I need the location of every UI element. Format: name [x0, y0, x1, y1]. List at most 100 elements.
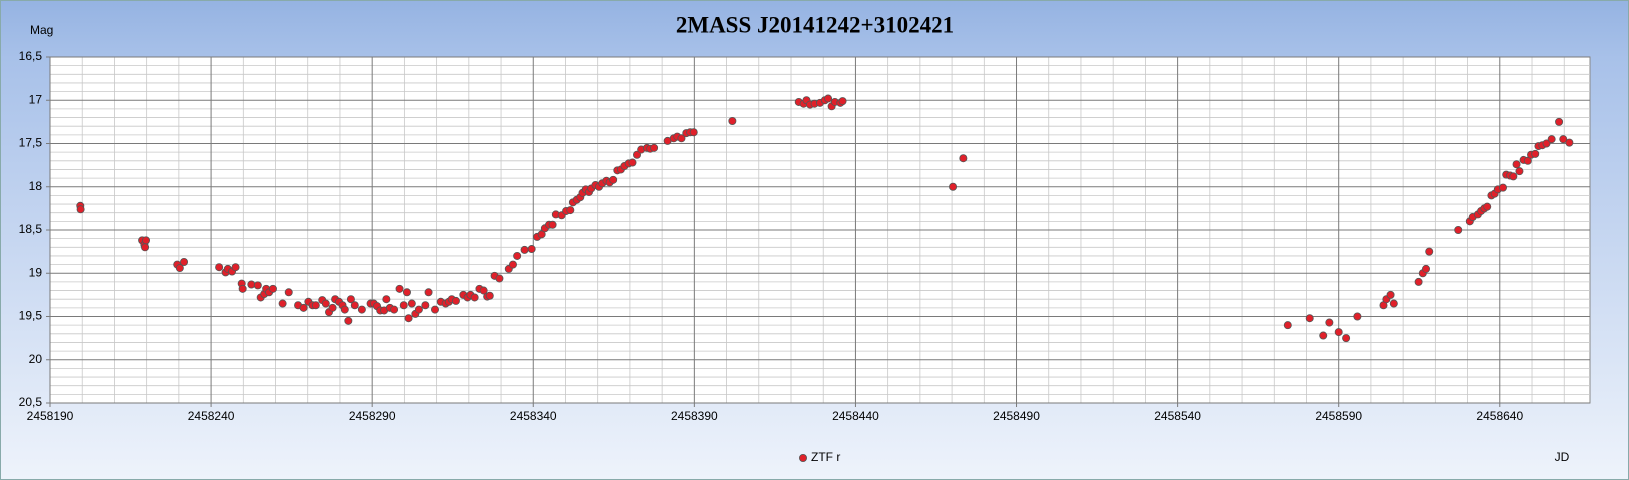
y-tick-label: 20,5: [19, 395, 43, 409]
x-tick-label: 2458590: [1315, 409, 1362, 423]
data-point: [470, 293, 479, 302]
data-point: [350, 301, 359, 310]
data-point: [311, 301, 320, 310]
data-point: [284, 288, 293, 297]
data-point: [1555, 117, 1564, 126]
y-tick-label: 17,5: [19, 136, 43, 150]
data-point: [1386, 290, 1395, 299]
data-point: [609, 175, 618, 184]
x-tick-label: 2458440: [832, 409, 879, 423]
x-tick-label: 2458390: [671, 409, 718, 423]
data-point: [1334, 328, 1343, 337]
data-point: [404, 314, 413, 323]
data-point: [824, 94, 833, 103]
y-tick-label: 19,5: [19, 309, 43, 323]
y-tick-label: 16,5: [19, 49, 43, 63]
data-point: [395, 284, 404, 293]
data-point: [399, 301, 408, 310]
x-tick-label: 2458640: [1476, 409, 1523, 423]
data-point: [1325, 318, 1334, 327]
y-tick-label: 17: [29, 92, 43, 106]
x-tick-label: 2458290: [349, 409, 396, 423]
data-point: [1483, 202, 1492, 211]
data-point: [76, 205, 85, 214]
data-point: [421, 301, 430, 310]
data-point: [238, 284, 247, 293]
legend-label: ZTF r: [811, 450, 840, 464]
data-point: [1389, 299, 1398, 308]
data-point: [508, 260, 517, 269]
data-point: [390, 305, 399, 314]
data-point: [382, 295, 391, 304]
data-point: [520, 245, 529, 254]
data-point: [340, 305, 349, 314]
data-point: [949, 182, 958, 191]
data-point: [628, 158, 637, 167]
data-point: [1547, 135, 1556, 144]
data-point: [253, 281, 262, 290]
y-tick-label: 18,5: [19, 222, 43, 236]
data-point: [268, 284, 277, 293]
data-point: [321, 299, 330, 308]
x-tick-label: 2458190: [27, 409, 74, 423]
data-point: [838, 97, 847, 106]
y-tick-label: 18: [29, 179, 43, 193]
data-point: [215, 263, 224, 272]
data-point: [1515, 167, 1524, 176]
x-tick-label: 2458540: [1154, 409, 1201, 423]
x-tick-label: 2458340: [510, 409, 557, 423]
data-point: [278, 299, 287, 308]
data-point: [346, 295, 355, 304]
data-point: [485, 291, 494, 300]
data-point: [407, 299, 416, 308]
data-point: [141, 243, 150, 252]
data-point: [451, 296, 460, 305]
data-point: [424, 288, 433, 297]
data-point: [1454, 225, 1463, 234]
data-point: [328, 303, 337, 312]
data-point: [1523, 156, 1532, 165]
chart-title: 2MASS J20141242+3102421: [676, 12, 954, 37]
data-point: [430, 305, 439, 314]
legend-marker: [799, 453, 808, 462]
data-point: [1509, 172, 1518, 181]
data-point: [1531, 149, 1540, 158]
x-axis-label: JD: [1555, 450, 1570, 464]
data-point: [1342, 334, 1351, 343]
data-point: [299, 303, 308, 312]
data-point: [513, 251, 522, 260]
data-point: [495, 274, 504, 283]
data-point: [537, 230, 546, 239]
data-point: [650, 143, 659, 152]
data-point: [566, 206, 575, 215]
x-tick-label: 2458240: [188, 409, 235, 423]
data-point: [633, 150, 642, 159]
data-point: [1425, 247, 1434, 256]
data-point: [548, 220, 557, 229]
data-point: [1512, 160, 1521, 169]
x-tick-label: 2458490: [993, 409, 1040, 423]
data-point: [142, 236, 151, 245]
data-point: [414, 305, 423, 314]
data-point: [1414, 277, 1423, 286]
data-point: [1305, 314, 1314, 323]
data-point: [175, 264, 184, 273]
data-point: [527, 245, 536, 254]
data-point: [357, 305, 366, 314]
data-point: [247, 280, 256, 289]
data-point: [231, 263, 240, 272]
data-point: [1283, 321, 1292, 330]
data-point: [959, 154, 968, 163]
data-point: [344, 316, 353, 325]
data-point: [1542, 139, 1551, 148]
data-point: [1565, 138, 1574, 147]
data-point: [479, 286, 488, 295]
y-tick-label: 19: [29, 265, 43, 279]
data-point: [1319, 331, 1328, 340]
data-point: [180, 258, 189, 267]
data-point: [1422, 264, 1431, 273]
data-point: [402, 288, 411, 297]
y-tick-label: 20: [29, 352, 43, 366]
data-point: [689, 128, 698, 137]
